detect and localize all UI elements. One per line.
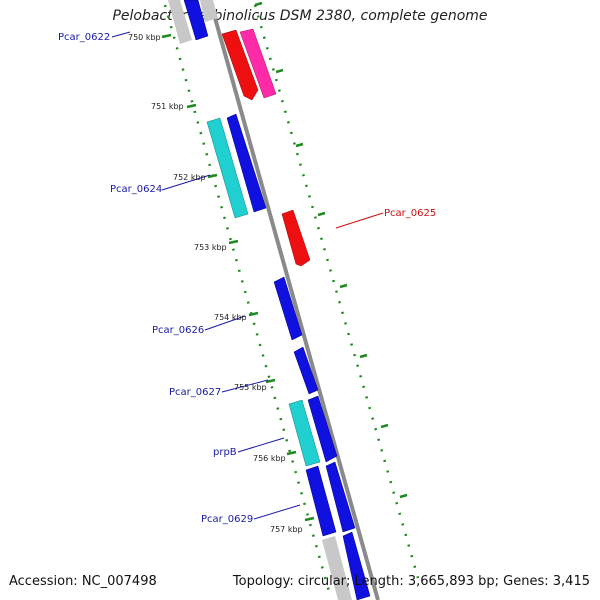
scale-label: 757 kbp [270, 525, 303, 534]
scale-label: 754 kbp [214, 313, 247, 322]
tick [399, 493, 408, 499]
tick [359, 353, 368, 359]
gene-cyan-prpB [288, 399, 321, 467]
outer-major-ticks [254, 1, 408, 499]
scale-label: 752 kbp [173, 173, 206, 182]
gene-blue-top-inner [183, 0, 209, 41]
tick [380, 423, 389, 429]
gene-label-pcar0622[interactable]: Pcar_0622 [58, 32, 110, 43]
tick [317, 211, 326, 217]
scale-label: 750 kbp [128, 33, 161, 42]
tick [304, 516, 315, 522]
gene-label-pcar0629[interactable]: Pcar_0629 [201, 514, 253, 525]
gene-label-pcar0625[interactable]: Pcar_0625 [384, 208, 436, 219]
gene-labels: Pcar_0622 Pcar_0624 Pcar_0625 Pcar_0626 … [58, 32, 436, 525]
connector-prpB [237, 437, 285, 453]
connector-pcar0625 [335, 212, 384, 229]
tick [275, 68, 284, 74]
gene-blue-pcar0626 [273, 276, 303, 341]
tick [248, 311, 259, 317]
gene-blue-outer-4 [342, 531, 371, 600]
outer-strand-genes [200, 0, 371, 600]
connector-pcar0624 [161, 174, 211, 191]
scale-label: 756 kbp [253, 454, 286, 463]
tick [254, 1, 263, 7]
tick [295, 142, 304, 148]
tick [186, 103, 197, 109]
gene-blue-pcar0627 [293, 346, 319, 395]
gene-blue-outer-3 [325, 461, 356, 533]
gene-red-pcar0625 [281, 209, 311, 267]
gene-grey-bottom-inner [322, 536, 352, 600]
connector-pcar0626 [204, 315, 246, 331]
inner-major-ticks [161, 33, 315, 522]
scale-label: 755 kbp [234, 383, 267, 392]
tick [161, 33, 172, 39]
gene-blue-outer-2 [307, 395, 338, 463]
tick [207, 173, 218, 179]
genome-backbone [208, 0, 380, 600]
connector-pcar0627 [221, 379, 269, 393]
tick [265, 378, 276, 384]
gene-grey-top-inner [168, 0, 192, 44]
scale-label: 753 kbp [194, 243, 227, 252]
gene-blue-outer-1 [226, 113, 267, 213]
gene-label-prpB[interactable]: prpB [213, 447, 237, 458]
topology-text: Topology: circular; Length: 3,665,893 bp… [232, 574, 590, 589]
scale-label: 751 kbp [151, 102, 184, 111]
gene-label-pcar0624[interactable]: Pcar_0624 [110, 184, 162, 195]
tick [286, 450, 297, 456]
gene-magenta-outer [239, 28, 277, 99]
inner-strand-genes [168, 0, 352, 600]
gene-red-outer [221, 29, 259, 101]
scale-labels: 750 kbp 751 kbp 752 kbp 753 kbp 754 kbp … [128, 33, 303, 534]
gene-grey-top-outer [200, 0, 218, 22]
gene-label-pcar0627[interactable]: Pcar_0627 [169, 387, 221, 398]
tick [339, 283, 348, 289]
outer-dotted-scale-line [253, 4, 420, 579]
connector-pcar0629 [253, 504, 301, 520]
connector-pcar0622 [111, 31, 131, 38]
gene-blue-pcar0629 [305, 465, 337, 537]
tick [228, 239, 239, 245]
gene-cyan-pcar0624 [206, 117, 249, 219]
accession-text: Accession: NC_007498 [9, 574, 157, 589]
label-connectors [111, 31, 384, 520]
gene-label-pcar0626[interactable]: Pcar_0626 [152, 325, 204, 336]
